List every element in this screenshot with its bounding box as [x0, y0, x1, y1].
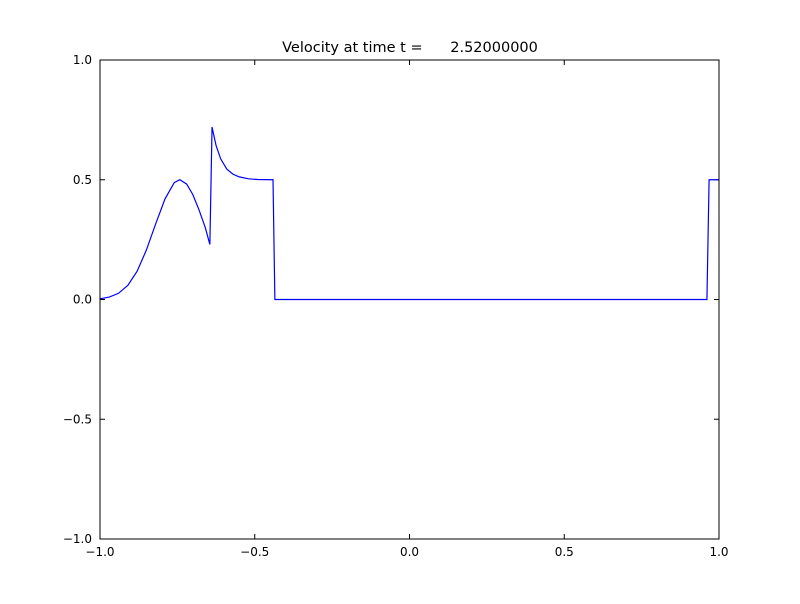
- y-tick-label: −1.0: [63, 532, 92, 546]
- y-tick-label: −0.5: [63, 412, 92, 426]
- x-tick-label: −1.0: [85, 545, 114, 559]
- x-tick-label: 0.0: [400, 545, 419, 559]
- y-tick-label: 0.5: [73, 173, 92, 187]
- y-tick-label: 0.0: [73, 293, 92, 307]
- x-tick-label: 0.5: [555, 545, 574, 559]
- chart-title: Velocity at time t = 2.52000000: [282, 40, 538, 56]
- plot-frame: [99, 59, 720, 540]
- x-tick-label: −0.5: [240, 545, 269, 559]
- data-line: [99, 126, 719, 301]
- x-tick-label: 1.0: [709, 545, 728, 559]
- y-tick-label: 1.0: [73, 53, 92, 67]
